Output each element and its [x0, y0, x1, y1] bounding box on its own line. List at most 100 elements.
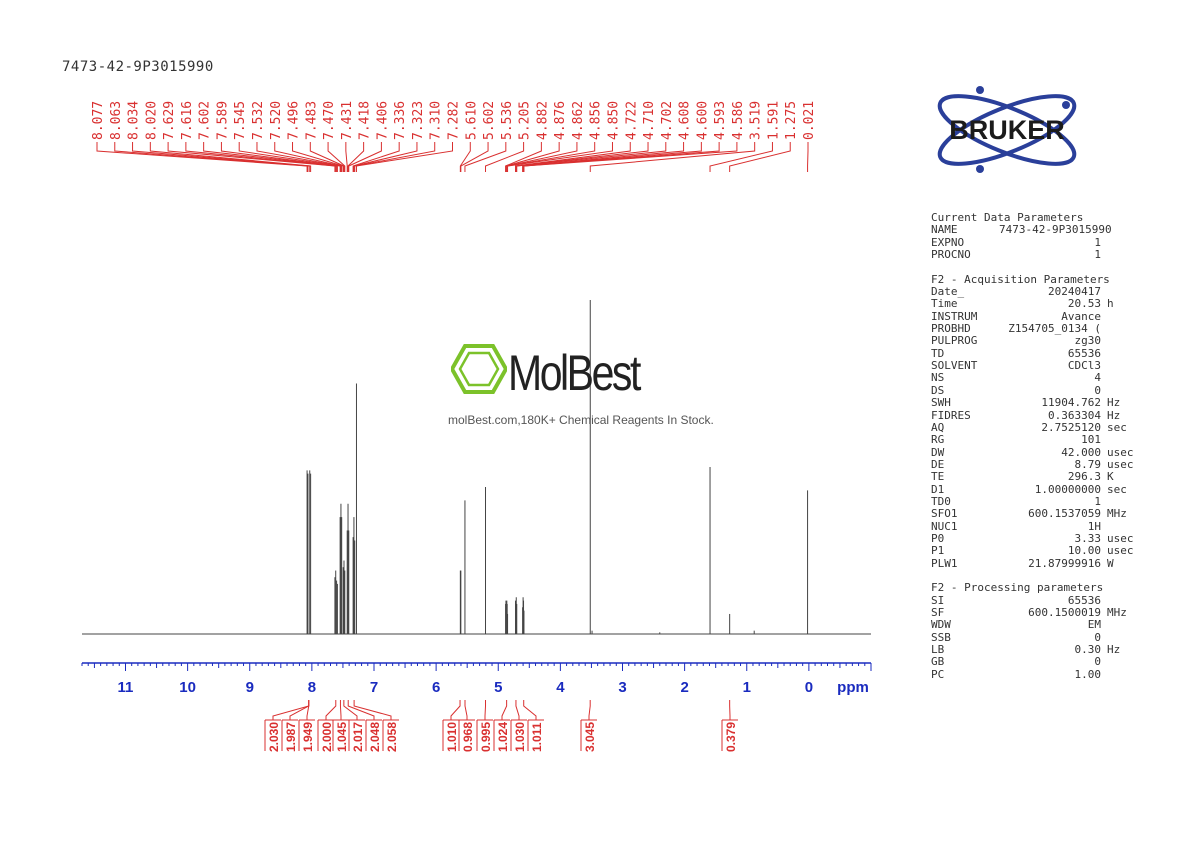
peak-label-leader [460, 142, 489, 172]
param-value: 600.1537059 [1028, 507, 1101, 521]
param-unit [1101, 249, 1107, 261]
param-name: LB [931, 643, 945, 657]
param-unit [1101, 237, 1107, 249]
param-name: TE [931, 470, 945, 484]
processing-params-title: F2 - Processing parameters [931, 581, 1104, 595]
param-value: 3.33 [1074, 531, 1102, 545]
peak-label-leader [132, 142, 311, 172]
integral-leader [484, 700, 487, 720]
param-name: NS [931, 371, 945, 385]
param-value: 600.1500019 [1028, 606, 1101, 619]
x-tick-label: 0 [805, 679, 813, 696]
peak-label-leader [167, 142, 336, 172]
param-name: NUC1 [931, 519, 958, 533]
param-value: 21.87999916 [1028, 556, 1101, 570]
param-value: 20240417 [1048, 285, 1101, 299]
peak-label: 4.593 [713, 101, 728, 140]
x-tick-label: 7 [370, 679, 378, 696]
param-row: DW 42.000 usec [931, 446, 1134, 459]
peak-label-leader [96, 142, 308, 172]
param-value: zg30 [1074, 334, 1102, 348]
integral-label: 1.045 [335, 722, 349, 752]
x-tick-label: 11 [118, 679, 134, 696]
param-name: P1 [931, 544, 945, 558]
param-row: D1 1.00000000 sec [931, 483, 1134, 496]
param-name: PLW1 [931, 556, 958, 570]
integral-label: 0.995 [479, 722, 493, 752]
param-row: GB 0 [931, 655, 1134, 669]
integral-label: 1.024 [496, 722, 510, 752]
param-row: NS 4 [931, 371, 1134, 385]
peak-label: 0.021 [802, 101, 817, 140]
peak-label: 7.310 [429, 101, 444, 140]
param-unit: h [1107, 297, 1114, 311]
param-row: DE 8.79 usec [931, 458, 1134, 471]
peak-label: 7.418 [358, 101, 373, 140]
param-row: DS 0 [931, 383, 1134, 397]
param-row: TD 65536 [931, 347, 1134, 360]
x-tick-label: 4 [556, 679, 565, 696]
param-unit [1101, 669, 1107, 681]
peak-label: 7.589 [215, 101, 230, 140]
peak-label: 7.532 [251, 101, 266, 140]
param-row: SOLVENT CDCl3 [931, 359, 1134, 372]
param-unit [1101, 348, 1107, 360]
param-name: SFO1 [931, 507, 958, 521]
param-unit: MHz [1107, 606, 1127, 619]
integral-label: 2.048 [368, 722, 382, 752]
param-name: RG [931, 433, 945, 447]
peak-label: 4.850 [606, 101, 621, 140]
peak-label: 1.591 [766, 101, 781, 140]
param-name: FIDRES [931, 408, 971, 422]
peak-label: 7.470 [322, 101, 337, 140]
param-value: Avance [1061, 309, 1101, 323]
param-value: 7473-42-9P3015990 [999, 223, 1112, 237]
peak-label-leader [345, 142, 348, 172]
integral-leader [353, 700, 392, 720]
param-name: Time [931, 297, 958, 311]
x-axis-label: ppm [837, 679, 869, 696]
peak-label: 8.034 [127, 101, 142, 140]
integral-leader [450, 700, 461, 720]
param-name: DS [931, 383, 945, 397]
x-tick-label: 5 [494, 679, 502, 696]
benzene-logo-icon [451, 344, 507, 394]
param-row: INSTRUM Avance [931, 309, 1134, 323]
param-unit [1101, 434, 1107, 446]
integral-leader [523, 700, 537, 720]
param-value: 1.00 [1074, 667, 1102, 681]
acquisition-params-list: Date_ 20240417 Time 20.53 h INSTRUM Avance PROB… [931, 285, 1134, 570]
param-name: TD0 [931, 494, 951, 508]
peak-label-leader [709, 142, 773, 172]
molbest-tagline: molBest.com,180K+ Chemical Reagents In S… [448, 413, 714, 427]
peak-label-leader [507, 142, 613, 172]
integral-label: 0.968 [461, 722, 475, 752]
param-unit: W [1107, 556, 1114, 570]
x-tick-label: 8 [308, 679, 316, 696]
param-value: 65536 [1067, 593, 1101, 607]
param-row: EXPNO 1 [931, 236, 1134, 249]
peak-label-leader [292, 142, 344, 172]
param-row: P0 3.33 usec [931, 531, 1134, 545]
peak-label: 1.275 [784, 101, 799, 140]
peak-label: 7.520 [269, 101, 284, 140]
integral-leader [464, 700, 468, 720]
bruker-logo: BRUKER [937, 86, 1077, 173]
param-unit [1101, 656, 1107, 668]
param-name: WDW [931, 618, 951, 632]
param-value: 0 [1094, 655, 1101, 669]
peak-label-leader [203, 142, 338, 172]
peak-label-leader [515, 142, 631, 172]
sample-name: 7473-42-9P3015990 [62, 59, 214, 75]
peak-label: 7.406 [375, 101, 390, 140]
param-unit [1101, 311, 1107, 323]
param-row: Date_ 20240417 [931, 285, 1134, 299]
x-tick-label: 3 [618, 679, 626, 696]
param-value: 10.00 [1067, 544, 1101, 558]
integral-leader [515, 700, 520, 720]
peak-label: 4.586 [731, 101, 746, 140]
peak-label-leader [589, 142, 756, 172]
integral-label: 1.030 [513, 722, 527, 752]
peak-label: 8.063 [109, 101, 124, 140]
